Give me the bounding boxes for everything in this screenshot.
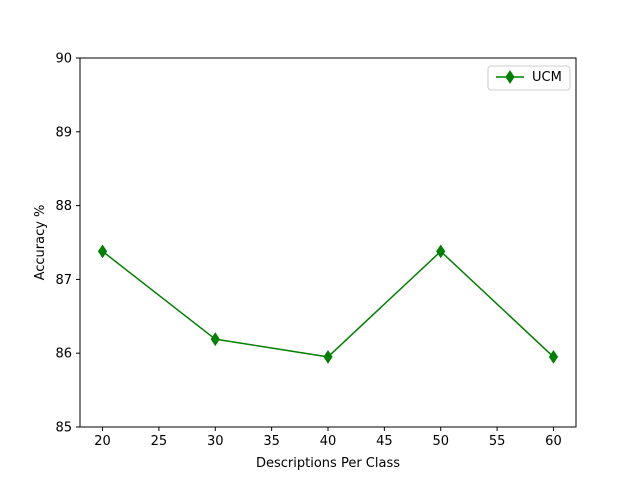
data-point-marker	[210, 332, 220, 347]
data-point-marker	[436, 244, 446, 259]
x-tick-label: 50	[432, 434, 449, 449]
x-tick-label: 45	[376, 434, 393, 449]
x-axis-ticks: 20 25 30 35 40 45 50 55 60	[94, 427, 562, 449]
y-axis-label: Accuracy %	[33, 205, 48, 281]
series-layer	[97, 244, 559, 364]
y-tick-label: 86	[55, 347, 72, 362]
y-tick-label: 89	[55, 125, 72, 140]
plot-frame	[79, 57, 577, 428]
x-tick-label: 25	[151, 434, 168, 449]
y-tick-label: 88	[55, 199, 72, 214]
x-tick-label: 55	[489, 434, 506, 449]
data-point-marker	[97, 244, 108, 259]
legend-label: UCM	[532, 70, 562, 85]
x-tick-label: 40	[320, 434, 337, 449]
y-tick-label: 87	[55, 273, 72, 288]
legend: UCM	[487, 65, 571, 91]
legend-diamond-icon	[505, 70, 515, 84]
x-tick-label: 60	[545, 434, 562, 449]
x-tick-label: 35	[263, 434, 280, 449]
y-tick-label: 90	[55, 52, 72, 67]
data-point-marker	[323, 349, 333, 364]
x-tick-label: 20	[94, 434, 111, 449]
x-axis-label: Descriptions Per Class	[256, 456, 400, 471]
y-axis-ticks: 85 86 87 88 89 90	[55, 52, 80, 436]
y-tick-label: 85	[55, 421, 72, 436]
x-tick-label: 30	[207, 434, 224, 449]
legend-box	[487, 65, 571, 91]
data-point-marker	[548, 349, 559, 364]
